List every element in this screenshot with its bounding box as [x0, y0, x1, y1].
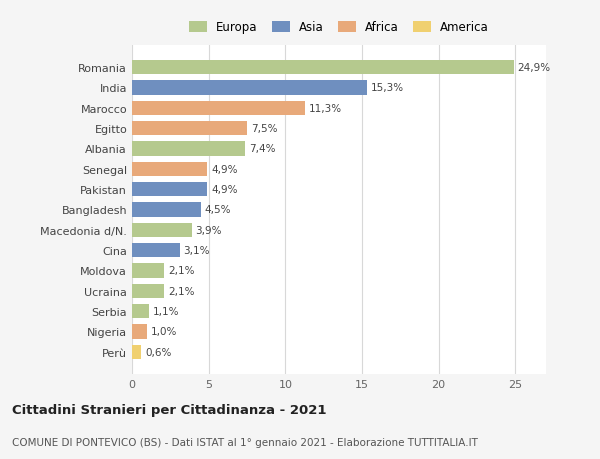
- Text: 15,3%: 15,3%: [370, 83, 404, 93]
- Text: 4,5%: 4,5%: [205, 205, 232, 215]
- Text: 4,9%: 4,9%: [211, 185, 238, 195]
- Text: 7,4%: 7,4%: [250, 144, 276, 154]
- Bar: [132, 162, 207, 177]
- Bar: [132, 142, 245, 156]
- Bar: [132, 61, 514, 75]
- Text: 24,9%: 24,9%: [518, 63, 551, 73]
- Bar: [132, 101, 305, 116]
- Text: 3,1%: 3,1%: [184, 246, 210, 256]
- Bar: [132, 81, 367, 95]
- Legend: Europa, Asia, Africa, America: Europa, Asia, Africa, America: [187, 19, 491, 37]
- Bar: [132, 325, 148, 339]
- Text: COMUNE DI PONTEVICO (BS) - Dati ISTAT al 1° gennaio 2021 - Elaborazione TUTTITAL: COMUNE DI PONTEVICO (BS) - Dati ISTAT al…: [12, 437, 478, 447]
- Bar: [132, 203, 201, 217]
- Bar: [132, 183, 207, 197]
- Bar: [132, 264, 164, 278]
- Bar: [132, 243, 179, 257]
- Text: 0,6%: 0,6%: [145, 347, 172, 357]
- Text: 1,1%: 1,1%: [152, 307, 179, 316]
- Text: 2,1%: 2,1%: [168, 266, 194, 276]
- Text: 7,5%: 7,5%: [251, 124, 277, 134]
- Bar: [132, 223, 192, 237]
- Text: 1,0%: 1,0%: [151, 327, 178, 337]
- Bar: [132, 304, 149, 319]
- Bar: [132, 122, 247, 136]
- Text: 4,9%: 4,9%: [211, 164, 238, 174]
- Text: 11,3%: 11,3%: [309, 104, 342, 113]
- Text: 2,1%: 2,1%: [168, 286, 194, 296]
- Text: Cittadini Stranieri per Cittadinanza - 2021: Cittadini Stranieri per Cittadinanza - 2…: [12, 403, 326, 416]
- Bar: [132, 345, 141, 359]
- Bar: [132, 284, 164, 298]
- Text: 3,9%: 3,9%: [196, 225, 222, 235]
